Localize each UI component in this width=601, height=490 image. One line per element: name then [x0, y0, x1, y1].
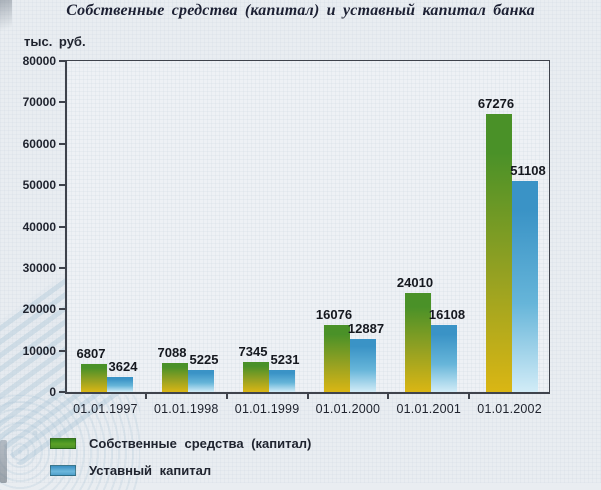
y-tick-mark [59, 142, 65, 145]
scan-artifact-bottom-left [0, 440, 7, 483]
y-axis-unit-label: тыс. руб. [24, 34, 86, 49]
x-tick-mark [387, 394, 390, 399]
value-label-series1-01.01.2002: 67276 [477, 96, 515, 111]
x-tick-mark [306, 394, 309, 399]
y-tick-label-50000: 50000 [22, 178, 56, 193]
value-label-series2-01.01.2000: 12887 [347, 321, 385, 336]
y-tick-label-40000: 40000 [22, 219, 56, 234]
value-label-series1-01.01.1997: 6807 [76, 346, 106, 361]
bar-series1-01.01.1999 [243, 362, 269, 392]
legend-swatch-authorized-capital [50, 464, 76, 476]
x-category-label-01.01.2000: 01.01.2000 [315, 402, 381, 416]
plot-area [65, 60, 550, 394]
y-tick-label-70000: 70000 [22, 95, 56, 110]
value-label-series2-01.01.1997: 3624 [108, 359, 138, 374]
value-label-series2-01.01.2001: 16108 [428, 307, 466, 322]
x-category-label-01.01.1997: 01.01.1997 [73, 402, 138, 416]
y-tick-label-60000: 60000 [22, 136, 56, 151]
x-category-label-01.01.2002: 01.01.2002 [477, 402, 542, 416]
y-tick-mark [59, 184, 65, 187]
value-label-series1-01.01.1998: 7088 [157, 345, 187, 360]
legend-label-authorized-capital: Уставный капитал [89, 462, 212, 478]
bar-series1-01.01.2001 [405, 293, 431, 392]
legend-item-authorized-capital: Уставный капитал [50, 462, 311, 478]
y-tick-mark [59, 308, 65, 311]
bar-series2-01.01.1997 [107, 377, 133, 392]
y-tick-mark [59, 266, 65, 269]
value-label-series2-01.01.1999: 5231 [270, 352, 300, 367]
y-tick-mark [59, 60, 65, 62]
x-category-label-01.01.2001: 01.01.2001 [396, 402, 462, 416]
value-label-series2-01.01.2002: 51108 [510, 163, 546, 178]
bar-series2-01.01.1998 [188, 370, 214, 392]
x-tick-mark [468, 394, 471, 399]
legend-swatch-own-funds [50, 437, 76, 449]
bar-series2-01.01.2002 [512, 181, 538, 392]
x-category-label-01.01.1998: 01.01.1998 [153, 402, 219, 416]
y-tick-mark [59, 349, 65, 352]
value-label-series1-01.01.2001: 24010 [396, 275, 434, 290]
y-tick-mark [59, 225, 65, 228]
y-tick-label-10000: 10000 [22, 343, 56, 358]
legend: Собственные средства (капитал) Уставный … [50, 436, 311, 490]
y-tick-mark [59, 391, 65, 393]
x-category-label-01.01.1999: 01.01.1999 [234, 402, 300, 416]
chart-title: Собственные средства (капитал) и уставны… [66, 2, 535, 19]
x-tick-mark [144, 394, 147, 399]
y-tick-label-20000: 20000 [22, 302, 56, 317]
x-tick-mark [225, 394, 228, 399]
y-tick-mark [59, 101, 65, 104]
value-label-series2-01.01.1998: 5225 [189, 352, 219, 367]
value-label-series1-01.01.1999: 7345 [238, 344, 268, 359]
value-label-series1-01.01.2000: 16076 [315, 307, 353, 322]
bar-series2-01.01.2001 [431, 325, 457, 392]
y-tick-label-0: 0 [49, 385, 56, 399]
scan-artifact-top-left [0, 0, 12, 38]
y-tick-label-30000: 30000 [22, 260, 56, 275]
bar-series2-01.01.1999 [269, 370, 295, 392]
legend-label-own-funds: Собственные средства (капитал) [89, 435, 312, 451]
bar-series1-01.01.2000 [324, 325, 350, 392]
bar-series2-01.01.2000 [350, 339, 376, 392]
legend-item-own-funds: Собственные средства (капитал) [50, 435, 312, 451]
y-tick-label-80000: 80000 [22, 54, 56, 68]
bar-series1-01.01.1998 [162, 363, 188, 392]
bar-series1-01.01.2002 [486, 114, 512, 392]
bar-series1-01.01.1997 [81, 364, 107, 392]
